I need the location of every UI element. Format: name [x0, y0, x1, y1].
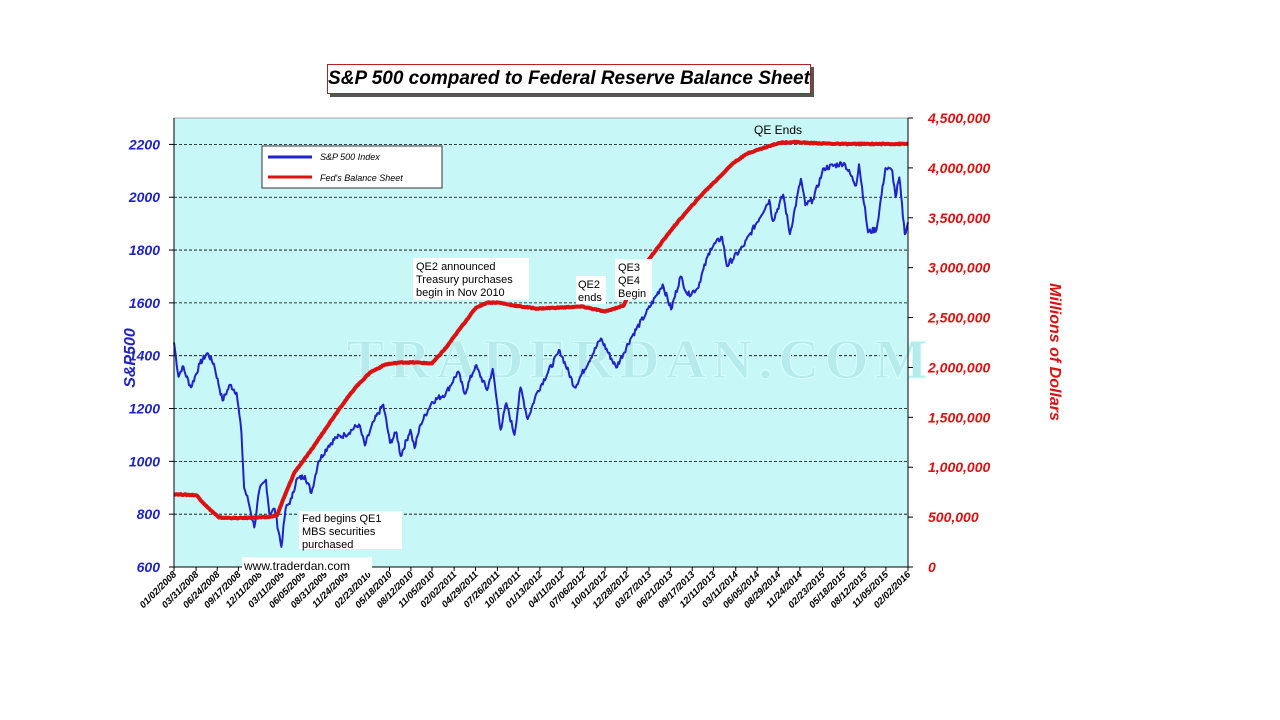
annotation-qe1-line-2: MBS securities: [302, 526, 376, 538]
right-tick-label: 3,000,000: [928, 260, 990, 276]
plot-background: [174, 118, 908, 567]
annotation-qe2-announced: QE2 announced Treasury purchases begin i…: [413, 258, 529, 300]
series-group: [173, 139, 909, 548]
annotation-qe2-ends: QE2 ends: [576, 276, 606, 304]
left-axis-label: S&P500: [122, 328, 139, 388]
annotation-qe2-line-3: begin in Nov 2010: [416, 287, 505, 299]
chart-title: S&P 500 compared to Federal Reserve Bala…: [327, 64, 811, 94]
annotation-qe1: Fed begins QE1 MBS securities purchased: [299, 511, 402, 551]
right-tick-label: 3,500,000: [928, 210, 990, 226]
x-axis: 01/02/200803/31/200806/24/200809/17/2008…: [138, 566, 914, 611]
right-tick-label: 2,000,000: [927, 359, 990, 375]
annotation-qe2-line-2: Treasury purchases: [416, 274, 513, 286]
annotation-qe3-line-1: QE3: [618, 262, 640, 274]
legend-label-fed: Fed's Balance Sheet: [320, 173, 403, 183]
left-tick-label: 800: [137, 506, 161, 522]
annotation-qe1-box: [299, 511, 402, 549]
right-tick-label: 0: [928, 559, 936, 575]
annotation-website-box: [242, 557, 372, 573]
left-tick-label: 1400: [129, 348, 160, 364]
legend: S&P 500 Index Fed's Balance Sheet: [261, 145, 443, 189]
series-line-fed-balance-sheet: [173, 139, 909, 521]
left-tick-label: 2200: [128, 136, 160, 152]
legend-box: [261, 145, 443, 189]
annotation-qe3-qe4-box: [615, 259, 652, 300]
right-tick-label: 1,500,000: [928, 409, 990, 425]
right-tick-label: 1,000,000: [928, 459, 990, 475]
annotation-qe-ends: QE Ends: [754, 123, 802, 137]
annotation-qe1-line-1: Fed begins QE1: [302, 513, 382, 525]
grid-lines: [174, 144, 908, 515]
annotation-website: www.traderdan.com: [242, 557, 372, 573]
annotation-qe2-ends-box: [576, 276, 606, 304]
watermark: TRADERDAN.COM: [347, 329, 934, 391]
annotation-qe1-line-3: purchased: [302, 539, 353, 551]
left-tick-label: 1800: [129, 242, 160, 258]
left-axis: 600 800 1000 1200 1400 1600 1800 2000 2200: [128, 118, 175, 575]
legend-label-sp500: S&P 500 Index: [320, 152, 380, 162]
annotation-website-text: www.traderdan.com: [243, 559, 350, 573]
right-axis-label: Millions of Dollars: [1046, 283, 1063, 421]
left-tick-label: 600: [137, 559, 161, 575]
annotation-qe-ends-text: QE Ends: [754, 123, 802, 137]
left-tick-label: 1000: [129, 453, 160, 469]
right-axis: 0 500,000 1,000,000 1,500,000 2,000,000 2,500…: [907, 110, 990, 575]
annotation-qe3-line-3: Begin: [618, 288, 646, 300]
left-tick-label: 1200: [129, 401, 160, 417]
right-tick-label: 4,000,000: [927, 160, 990, 176]
left-tick-label: 2000: [128, 189, 160, 205]
right-tick-label: 4,500,000: [927, 110, 990, 126]
annotation-qe2-ends-line-2: ends: [578, 292, 602, 304]
annotation-qe3-qe4: QE3 QE4 Begin: [615, 259, 652, 300]
annotation-qe2-ends-line-1: QE2: [578, 279, 600, 291]
annotation-qe2-announced-box: [413, 258, 529, 300]
annotation-qe2-line-1: QE2 announced: [416, 261, 496, 273]
series-line-sp500: [173, 161, 909, 548]
annotation-qe3-line-2: QE4: [618, 275, 640, 287]
right-tick-label: 500,000: [928, 509, 979, 525]
right-tick-label: 2,500,000: [927, 310, 990, 326]
left-tick-label: 1600: [129, 295, 160, 311]
